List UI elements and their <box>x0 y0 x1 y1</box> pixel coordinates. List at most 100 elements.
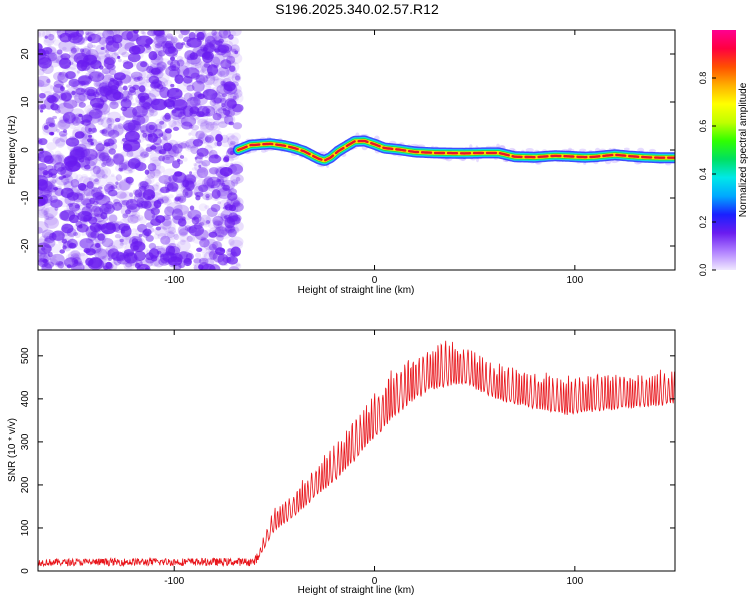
noise-speck <box>169 59 181 71</box>
noise-speck <box>63 173 71 181</box>
noise-speck <box>122 213 129 219</box>
noise-speck <box>138 95 153 108</box>
noise-speck <box>122 61 134 70</box>
noise-speck <box>205 196 210 201</box>
noise-speck <box>202 51 213 64</box>
noise-speck <box>105 53 111 59</box>
noise-speck <box>220 105 227 111</box>
noise-speck <box>44 210 49 214</box>
noise-speck <box>235 263 241 267</box>
noise-speck <box>68 153 81 164</box>
noise-speck <box>52 115 57 120</box>
noise-speck <box>154 43 162 49</box>
noise-speck <box>63 257 79 268</box>
noise-speck <box>221 225 226 230</box>
noise-speck <box>121 161 136 171</box>
noise-speck <box>43 38 55 46</box>
noise-speck <box>148 248 160 259</box>
noise-speck <box>159 86 170 99</box>
noise-speck <box>118 58 122 63</box>
noise-speck <box>196 247 203 252</box>
noise-speck <box>123 88 132 97</box>
noise-speck <box>232 92 244 104</box>
snr-x-tick-label: -100 <box>164 576 184 587</box>
noise-speck <box>180 141 190 149</box>
noise-speck <box>121 51 130 58</box>
noise-speck <box>97 104 104 109</box>
noise-speck <box>84 190 91 197</box>
noise-speck <box>163 168 177 180</box>
noise-speck <box>231 48 237 53</box>
noise-speck <box>223 172 229 178</box>
noise-speck <box>199 238 210 248</box>
noise-speck <box>222 81 228 87</box>
noise-speck <box>38 169 44 176</box>
noise-speck <box>219 198 235 211</box>
noise-speck <box>190 63 196 68</box>
noise-speck <box>177 142 187 149</box>
noise-speck <box>99 195 107 201</box>
noise-speck <box>210 184 220 191</box>
noise-speck <box>112 41 123 49</box>
noise-speck <box>215 223 224 232</box>
noise-speck <box>195 252 202 259</box>
noise-speck <box>63 129 67 133</box>
noise-speck <box>127 89 137 96</box>
noise-speck <box>108 214 118 223</box>
noise-speck <box>221 95 227 102</box>
noise-speck <box>179 231 189 243</box>
noise-speck <box>195 195 201 201</box>
noise-speck <box>201 258 206 263</box>
noise-speck <box>123 259 136 270</box>
noise-speck <box>198 132 209 144</box>
noise-speck <box>70 47 77 54</box>
noise-speck <box>53 71 66 81</box>
noise-speck <box>174 74 184 84</box>
noise-speck <box>38 162 47 171</box>
noise-speck <box>118 167 123 172</box>
noise-speck <box>163 136 168 141</box>
noise-speck <box>79 159 97 172</box>
noise-speck <box>38 82 43 87</box>
noise-speck <box>94 190 105 200</box>
noise-speck <box>109 101 119 110</box>
ridge-halo-speck <box>261 149 267 153</box>
noise-speck <box>159 120 165 125</box>
noise-speck <box>50 253 65 266</box>
noise-speck <box>165 237 176 248</box>
noise-speck <box>152 128 164 139</box>
noise-speck <box>162 221 176 233</box>
noise-speck <box>203 43 216 53</box>
noise-speck <box>166 100 176 110</box>
noise-speck <box>95 32 104 40</box>
spectrogram-y-tick-label: 0 <box>20 147 31 153</box>
noise-speck <box>186 84 195 92</box>
noise-speck <box>223 40 234 49</box>
noise-speck <box>174 196 181 202</box>
noise-speck <box>105 30 118 37</box>
noise-speck <box>203 73 216 86</box>
noise-speck <box>101 68 111 75</box>
noise-speck <box>138 76 146 85</box>
noise-speck <box>157 32 163 38</box>
noise-speck <box>227 135 239 147</box>
noise-speck <box>120 151 129 157</box>
noise-speck <box>133 76 141 82</box>
noise-speck <box>183 67 200 79</box>
noise-speck <box>114 202 118 206</box>
noise-speck <box>229 150 234 155</box>
noise-speck <box>149 204 161 213</box>
noise-speck <box>38 152 44 159</box>
noise-speck <box>55 260 64 267</box>
noise-speck <box>92 179 100 185</box>
noise-speck <box>193 266 198 270</box>
noise-speck <box>122 143 133 153</box>
spectrogram-x-tick-label: 100 <box>566 275 583 286</box>
noise-speck <box>70 178 80 188</box>
noise-speck <box>90 166 104 178</box>
colorbar-tick-label: 0.6 <box>698 120 708 133</box>
noise-speck <box>224 81 233 88</box>
noise-speck <box>117 55 121 60</box>
noise-speck <box>153 124 163 132</box>
noise-speck <box>113 256 122 266</box>
